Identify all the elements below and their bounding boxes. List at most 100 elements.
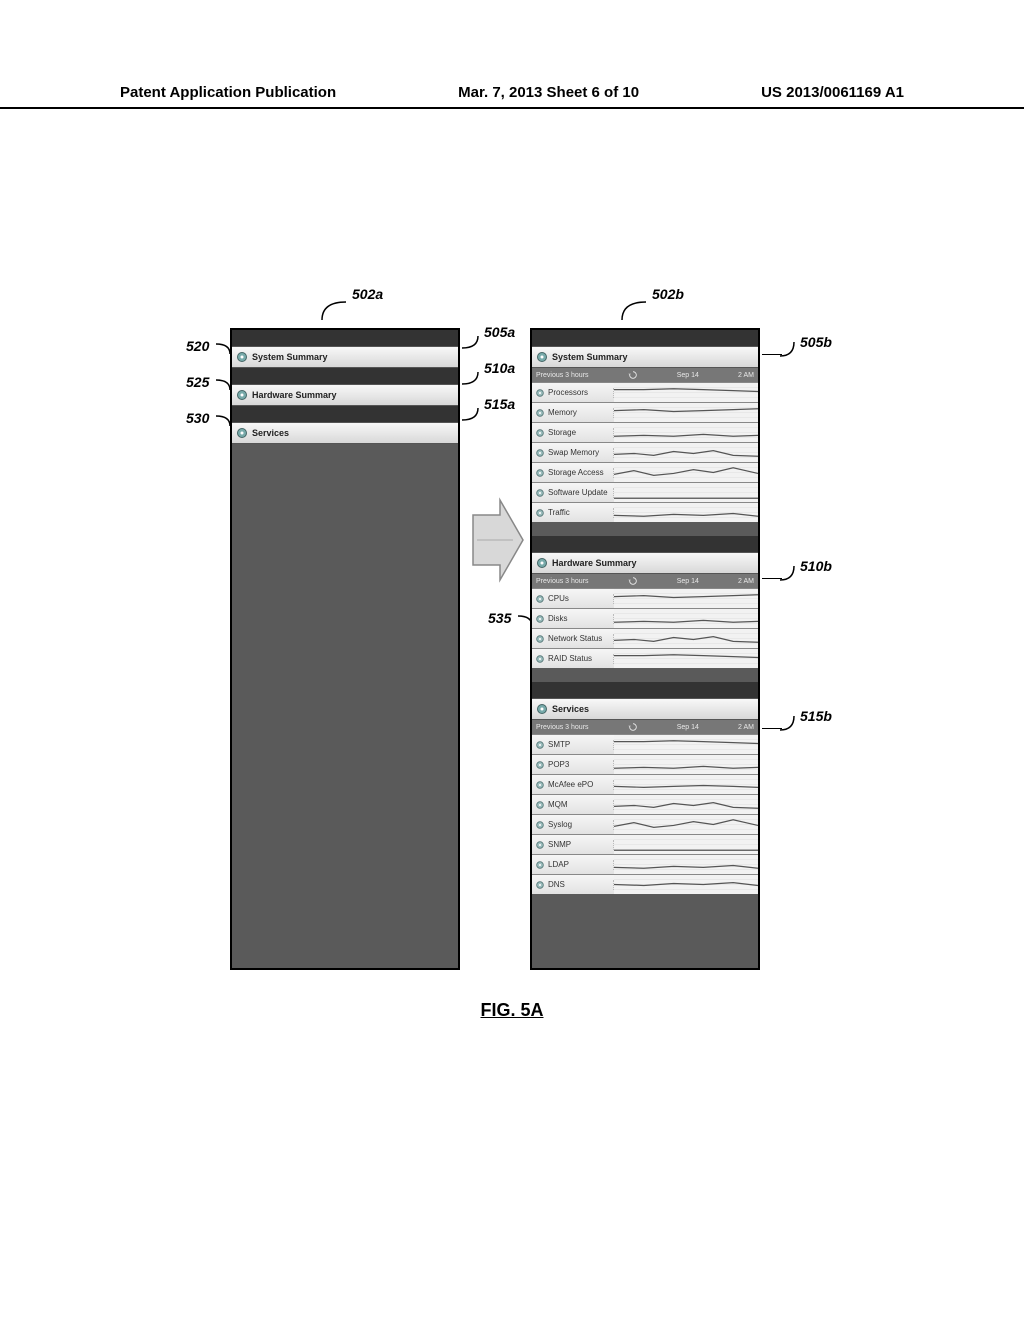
metric-sparkline — [614, 835, 758, 854]
bar-hardware-summary[interactable]: Hardware Summary — [232, 384, 458, 406]
lead-515b — [762, 728, 782, 729]
metric-text: Software Update — [548, 488, 608, 497]
callout-505a: 505a — [484, 324, 515, 340]
service-metrics-list: SMTP POP3 McAfee ePO MQM Syslog SNMP LDAPDNS — [532, 734, 758, 894]
lead-510b — [762, 578, 782, 579]
prev-label: Previous 3 hours — [536, 578, 589, 585]
bar-hardware-summary-expanded[interactable]: Hardware Summary — [532, 552, 758, 574]
metric-row[interactable]: RAID Status — [532, 648, 758, 668]
metric-sparkline — [614, 383, 758, 402]
gear-icon — [536, 557, 548, 569]
panel-expanded: System Summary Previous 3 hours Sep 14 2… — [530, 328, 760, 970]
metric-sparkline — [614, 503, 758, 522]
callout-505b: 505b — [800, 334, 832, 350]
gear-icon — [535, 860, 545, 870]
callout-535: 535 — [488, 610, 511, 626]
metric-text: POP3 — [548, 760, 569, 769]
metric-sparkline — [614, 629, 758, 648]
refresh-icon[interactable] — [628, 576, 638, 586]
metric-row[interactable]: SMTP — [532, 734, 758, 754]
metric-sparkline — [614, 463, 758, 482]
bracket-510b — [780, 564, 798, 582]
metric-row[interactable]: POP3 — [532, 754, 758, 774]
figure: 502a 502b 520 525 530 505a 510a 515a 505… — [230, 310, 790, 970]
metric-text: SNMP — [548, 840, 571, 849]
bracket-505a — [462, 334, 482, 350]
metric-row[interactable]: Network Status — [532, 628, 758, 648]
section-gap — [532, 522, 758, 536]
metric-label: SMTP — [532, 740, 614, 750]
bracket-502a — [320, 298, 350, 322]
metric-text: Traffic — [548, 508, 570, 517]
callout-502b: 502b — [652, 286, 684, 302]
metric-row[interactable]: Syslog — [532, 814, 758, 834]
metric-row[interactable]: Memory — [532, 402, 758, 422]
callout-510b: 510b — [800, 558, 832, 574]
hardware-metrics-list: CPUs Disks Network Status RAID Status — [532, 588, 758, 668]
section-header-dark — [532, 536, 758, 552]
header-left: Patent Application Publication — [120, 84, 336, 101]
metric-sparkline — [614, 609, 758, 628]
metric-row[interactable]: Traffic — [532, 502, 758, 522]
bar-services-expanded[interactable]: Services — [532, 698, 758, 720]
metric-sparkline — [614, 649, 758, 668]
metric-sparkline — [614, 423, 758, 442]
callout-510a: 510a — [484, 360, 515, 376]
prev-label: Previous 3 hours — [536, 372, 589, 379]
metric-label: Network Status — [532, 634, 614, 644]
metric-row[interactable]: DNS — [532, 874, 758, 894]
metric-text: Memory — [548, 408, 577, 417]
metric-row[interactable]: CPUs — [532, 588, 758, 608]
bar-services[interactable]: Services — [232, 422, 458, 444]
time-label: 2 AM — [738, 578, 754, 585]
metric-sparkline — [614, 795, 758, 814]
bracket-515b — [780, 714, 798, 732]
metric-text: MQM — [548, 800, 568, 809]
gear-icon — [236, 351, 248, 363]
metric-text: McAfee ePO — [548, 780, 593, 789]
refresh-icon[interactable] — [628, 370, 638, 380]
metric-label: SNMP — [532, 840, 614, 850]
metric-text: RAID Status — [548, 654, 592, 663]
bracket-505b — [780, 340, 798, 358]
metric-sparkline — [614, 875, 758, 894]
metric-row[interactable]: SNMP — [532, 834, 758, 854]
bar-label: Hardware Summary — [252, 390, 337, 400]
gear-icon — [535, 428, 545, 438]
bar-system-summary[interactable]: System Summary — [232, 346, 458, 368]
page-header: Patent Application Publication Mar. 7, 2… — [0, 84, 1024, 109]
gear-icon — [535, 760, 545, 770]
callout-515b: 515b — [800, 708, 832, 724]
gear-icon — [236, 427, 248, 439]
gear-icon — [535, 468, 545, 478]
callout-525: 525 — [186, 374, 209, 390]
metric-row[interactable]: Processors — [532, 382, 758, 402]
system-metrics-list: Processors Memory Storage Swap MemoryStorag… — [532, 382, 758, 522]
metric-label: Disks — [532, 614, 614, 624]
metric-row[interactable]: Software Update — [532, 482, 758, 502]
gear-icon — [535, 488, 545, 498]
gear-icon — [536, 703, 548, 715]
metric-row[interactable]: Disks — [532, 608, 758, 628]
gear-icon — [535, 800, 545, 810]
metric-row[interactable]: Storage — [532, 422, 758, 442]
bar-label: System Summary — [552, 352, 628, 362]
metric-row[interactable]: MQM — [532, 794, 758, 814]
section-header-dark — [532, 330, 758, 346]
metric-row[interactable]: Swap Memory — [532, 442, 758, 462]
callout-520: 520 — [186, 338, 209, 354]
metric-row[interactable]: Storage Access — [532, 462, 758, 482]
gear-icon — [535, 780, 545, 790]
metric-row[interactable]: LDAP — [532, 854, 758, 874]
gear-icon — [535, 594, 545, 604]
metric-label: Syslog — [532, 820, 614, 830]
metric-row[interactable]: McAfee ePO — [532, 774, 758, 794]
metric-sparkline — [614, 443, 758, 462]
metric-sparkline — [614, 403, 758, 422]
bar-system-summary-expanded[interactable]: System Summary — [532, 346, 758, 368]
metric-label: Storage — [532, 428, 614, 438]
gear-icon — [535, 820, 545, 830]
refresh-icon[interactable] — [628, 722, 638, 732]
metric-label: RAID Status — [532, 654, 614, 664]
figure-caption: FIG. 5A — [0, 1000, 1024, 1021]
